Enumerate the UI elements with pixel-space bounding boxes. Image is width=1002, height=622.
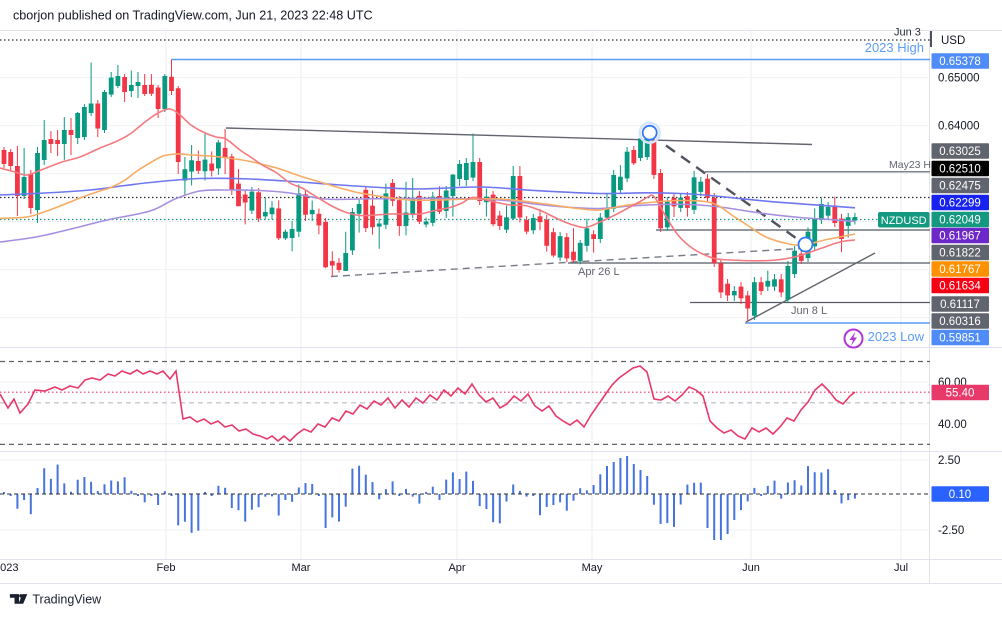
svg-text:2023 Low: 2023 Low (868, 329, 925, 344)
svg-text:2.50: 2.50 (938, 455, 960, 467)
svg-text:0.61117: 0.61117 (940, 299, 980, 311)
svg-text:0.64000: 0.64000 (938, 121, 980, 133)
svg-text:Mar: Mar (292, 562, 311, 574)
svg-text:-2.50: -2.50 (938, 525, 964, 537)
svg-text:0.61634: 0.61634 (939, 281, 981, 293)
svg-text:Jun 8 L: Jun 8 L (791, 305, 827, 317)
svg-text:40.00: 40.00 (938, 419, 967, 431)
svg-text:Feb: Feb (157, 562, 176, 574)
svg-text:0.10: 0.10 (949, 489, 971, 501)
svg-text:Apr 26 L: Apr 26 L (578, 266, 620, 278)
svg-text:0.61767: 0.61767 (939, 264, 981, 276)
svg-text:0.62299: 0.62299 (939, 198, 981, 210)
svg-text:Jun 3: Jun 3 (894, 27, 921, 39)
svg-text:Jul: Jul (894, 562, 908, 574)
svg-text:May23 H: May23 H (889, 159, 931, 171)
svg-text:0.63025: 0.63025 (939, 146, 981, 158)
svg-text:2023: 2023 (0, 562, 18, 574)
svg-text:cborjon published on TradingVi: cborjon published on TradingView.com, Ju… (13, 8, 373, 22)
svg-text:2023 High: 2023 High (865, 40, 924, 55)
svg-text:0.59851: 0.59851 (939, 333, 981, 345)
svg-text:May: May (582, 562, 603, 574)
svg-text:0.62510: 0.62510 (939, 164, 981, 176)
svg-text:USD: USD (941, 35, 965, 47)
svg-text:0.61967: 0.61967 (939, 231, 981, 243)
svg-text:0.65000: 0.65000 (938, 73, 980, 85)
svg-text:0.62475: 0.62475 (939, 181, 981, 193)
svg-text:55.40: 55.40 (946, 388, 975, 400)
svg-text:Jun: Jun (742, 562, 760, 574)
svg-text:0.65378: 0.65378 (939, 56, 981, 68)
svg-text:NZDUSD: NZDUSD (881, 215, 927, 227)
svg-text:0.62049: 0.62049 (939, 215, 981, 227)
svg-text:0.60316: 0.60316 (939, 316, 981, 328)
svg-text:TradingView: TradingView (32, 592, 102, 606)
svg-text:Apr: Apr (448, 562, 465, 574)
svg-text:0.61822: 0.61822 (939, 248, 981, 260)
